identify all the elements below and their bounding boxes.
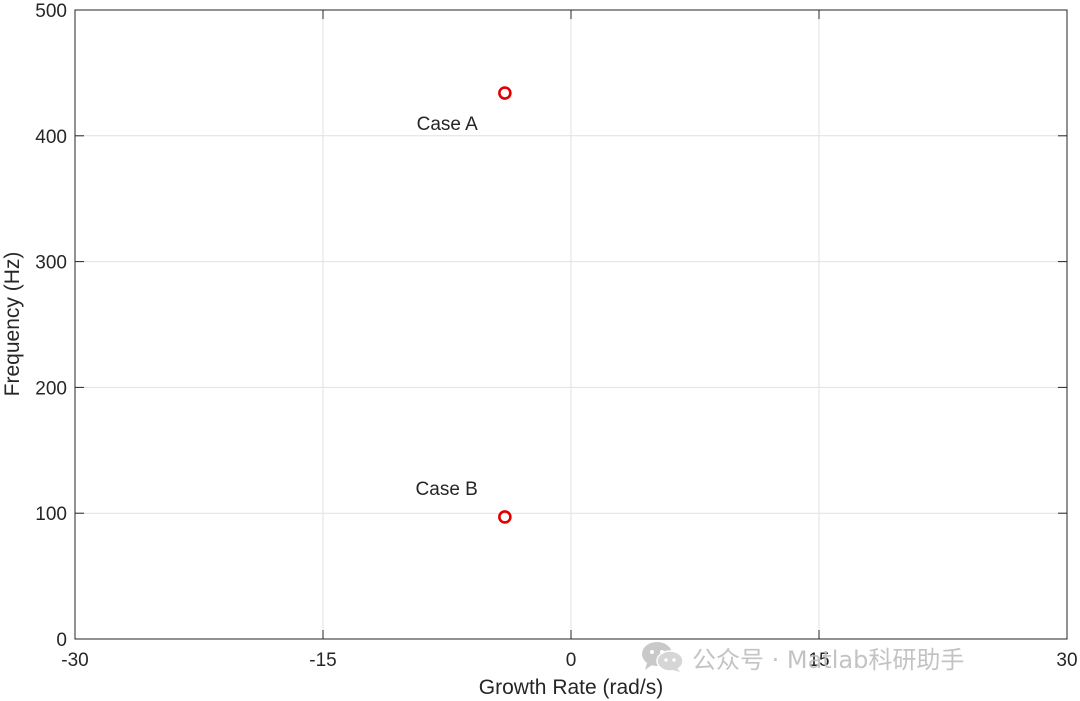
x-axis-label: Growth Rate (rad/s) [479, 676, 663, 699]
grid-lines [74, 9, 1068, 640]
x-tick-label: 30 [1056, 650, 1077, 671]
y-tick-label: 200 [35, 378, 67, 399]
x-tick-label: 15 [808, 650, 829, 671]
point-annotations: Case A Case B [416, 114, 479, 500]
axis-ticks [74, 9, 1068, 640]
x-tick-label: -15 [309, 650, 336, 671]
x-tick-labels: -30 -15 0 15 30 [61, 650, 1077, 671]
y-tick-label: 0 [56, 630, 67, 651]
y-tick-label: 100 [35, 504, 67, 525]
y-tick-label: 500 [35, 1, 67, 22]
y-axis-label: Frequency (Hz) [1, 252, 24, 397]
x-tick-label: -30 [61, 650, 88, 671]
y-tick-labels: 0 100 200 300 400 500 [35, 1, 67, 651]
x-tick-label: 0 [566, 650, 577, 671]
point-label: Case A [417, 114, 479, 135]
y-tick-label: 400 [35, 127, 67, 148]
y-tick-label: 300 [35, 253, 67, 274]
data-point [498, 86, 512, 100]
data-point [498, 510, 512, 524]
point-label: Case B [416, 479, 478, 500]
data-points [498, 86, 512, 524]
